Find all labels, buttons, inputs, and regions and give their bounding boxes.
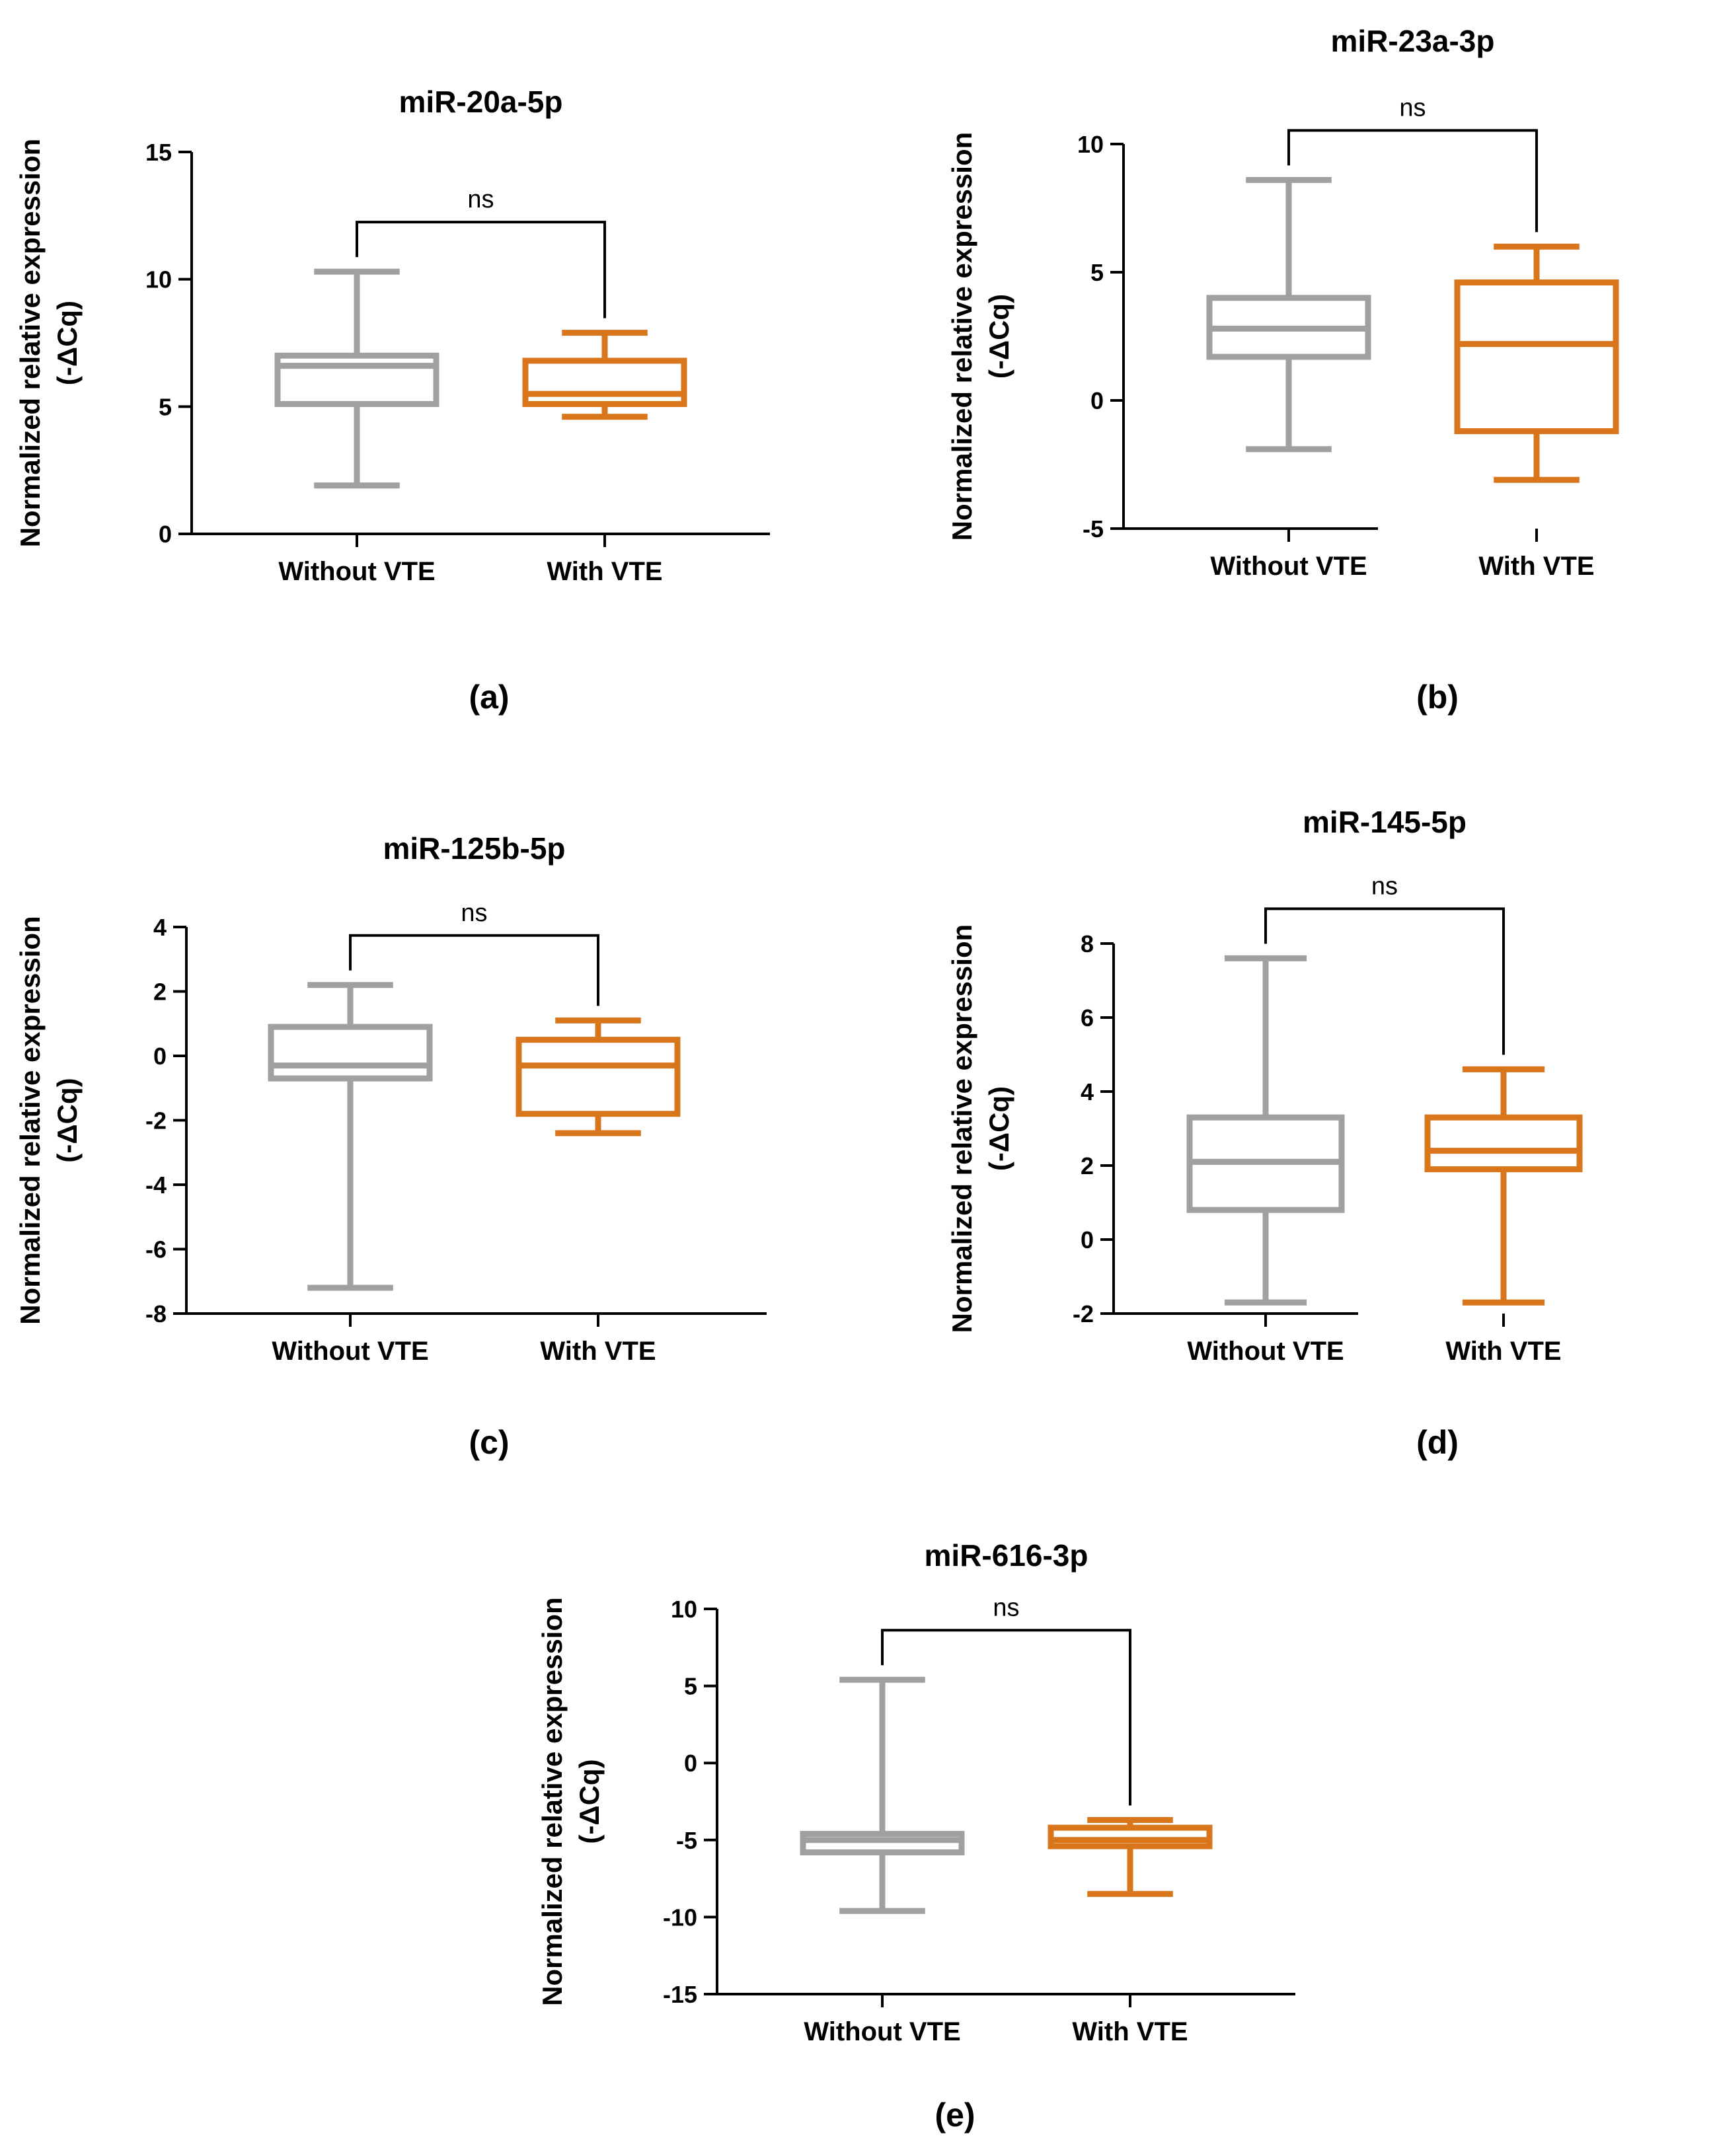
y-tick-label: -5	[676, 1827, 697, 1854]
y-tick-label: -4	[145, 1171, 167, 1199]
y-tick-label: 15	[145, 139, 172, 166]
x-tick-label: With VTE	[1478, 552, 1594, 581]
significance-bracket	[349, 934, 599, 1006]
panel-label: (b)	[1416, 679, 1459, 716]
y-axis-label-unit: (-ΔCq)	[574, 1759, 605, 1843]
box-iqr	[268, 1023, 433, 1082]
y-axis-label-unit: (-ΔCq)	[52, 301, 83, 385]
box-iqr	[800, 1830, 965, 1855]
y-tick-label: 10	[145, 266, 172, 293]
y-axis-label: Normalized relative expression	[15, 916, 46, 1325]
y-tick-label: 5	[1090, 259, 1104, 286]
y-axis-label: Normalized relative expression	[15, 139, 46, 548]
y-axis-label: Normalized relative expression	[537, 1597, 568, 2006]
significance-label: ns	[1399, 94, 1426, 122]
y-axis-label-unit: (-ΔCq)	[983, 294, 1014, 379]
box-with-vte	[522, 330, 687, 420]
y-axis-label: Normalized relative expression	[946, 132, 977, 541]
box-iqr	[522, 357, 687, 407]
panel-label: (d)	[1416, 1424, 1459, 1461]
significance-bracket	[881, 1629, 1131, 1806]
x-tick-label: With VTE	[1445, 1337, 1561, 1366]
significance-bracket	[1287, 129, 1538, 233]
box-iqr	[1048, 1824, 1213, 1849]
box-iqr	[1454, 279, 1619, 435]
y-tick-label: -15	[663, 1981, 697, 2008]
box-without-vte	[274, 268, 439, 489]
panel-2: miR-23a-3p Normalized relative expression…	[946, 24, 1619, 716]
significance-bracket	[356, 221, 606, 318]
panel-1: miR-20a-5p Normalized relative expression…	[15, 85, 770, 716]
significance-label: ns	[1371, 872, 1398, 900]
chart-title: miR-616-3p	[925, 1538, 1088, 1573]
box-with-vte	[1424, 1066, 1583, 1306]
y-tick-label: 0	[153, 1043, 167, 1070]
significance-label: ns	[467, 186, 494, 213]
x-tick-label: Without VTE	[804, 2017, 960, 2046]
y-axis-label-unit: (-ΔCq)	[52, 1078, 83, 1162]
y-tick-label: 2	[1081, 1152, 1094, 1179]
y-tick-label: 0	[1090, 387, 1104, 414]
panel-3: miR-125b-5p Normalized relative expressio…	[15, 831, 767, 1461]
y-tick-label: -2	[1073, 1300, 1094, 1327]
box-with-vte	[1454, 243, 1619, 483]
y-tick-label: -6	[145, 1236, 167, 1263]
box-without-vte	[800, 1676, 965, 1914]
chart-title: miR-125b-5p	[383, 831, 565, 866]
panel-5: miR-616-3p Normalized relative expression…	[537, 1538, 1295, 2134]
x-tick-label: Without VTE	[278, 557, 435, 586]
x-tick-label: Without VTE	[272, 1337, 428, 1366]
x-tick-label: Without VTE	[1210, 552, 1367, 581]
y-tick-label: -10	[663, 1904, 697, 1931]
significance-bracket	[1264, 907, 1505, 1055]
box-without-vte	[268, 982, 433, 1291]
y-axis-label: Normalized relative expression	[946, 924, 977, 1333]
box-iqr	[515, 1037, 681, 1117]
y-tick-label: 0	[1081, 1226, 1094, 1253]
panel-label: (c)	[469, 1424, 509, 1461]
x-tick-label: With VTE	[540, 1337, 656, 1366]
chart-title: miR-20a-5p	[399, 85, 563, 119]
box-with-vte	[1048, 1816, 1213, 1897]
significance-label: ns	[993, 1594, 1019, 1621]
y-tick-label: 4	[1081, 1078, 1094, 1105]
panel-4: miR-145-5p Normalized relative expression…	[946, 805, 1583, 1461]
x-tick-label: With VTE	[547, 557, 662, 586]
y-tick-label: 0	[684, 1750, 697, 1777]
panel-label: (a)	[469, 679, 509, 716]
box-iqr	[1424, 1114, 1583, 1173]
y-tick-label: -2	[145, 1107, 167, 1134]
box-without-vte	[1206, 176, 1371, 453]
chart-title: miR-145-5p	[1303, 805, 1467, 839]
y-tick-label: 10	[671, 1596, 697, 1623]
significance-label: ns	[461, 899, 487, 927]
y-axis-label-unit: (-ΔCq)	[983, 1086, 1014, 1171]
x-tick-label: With VTE	[1072, 2017, 1188, 2046]
box-without-vte	[1186, 955, 1345, 1306]
y-tick-label: 5	[159, 393, 172, 420]
y-tick-label: 8	[1081, 930, 1094, 957]
y-tick-label: 10	[1077, 131, 1104, 158]
y-tick-label: -8	[145, 1300, 167, 1327]
y-tick-label: 6	[1081, 1004, 1094, 1031]
x-tick-label: Without VTE	[1187, 1337, 1344, 1366]
y-tick-label: 4	[153, 914, 167, 941]
y-tick-label: 5	[684, 1673, 697, 1700]
y-tick-label: -5	[1083, 515, 1104, 542]
y-tick-label: 2	[153, 979, 167, 1006]
chart-title: miR-23a-3p	[1331, 24, 1495, 58]
y-tick-label: 0	[159, 521, 172, 548]
panel-label: (e)	[935, 2097, 975, 2134]
box-with-vte	[515, 1017, 681, 1136]
